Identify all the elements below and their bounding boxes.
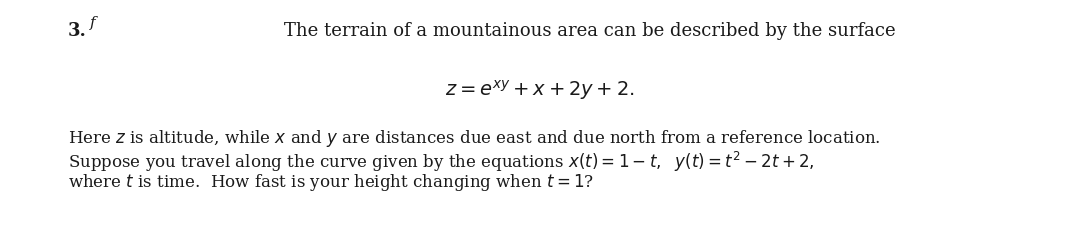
Text: The terrain of a mountainous area can be described by the surface: The terrain of a mountainous area can be…	[284, 22, 895, 40]
Text: 3.: 3.	[68, 22, 86, 40]
Text: Here $z$ is altitude, while $x$ and $y$ are distances due east and due north fro: Here $z$ is altitude, while $x$ and $y$ …	[68, 128, 880, 149]
Text: Suppose you travel along the curve given by the equations $x(t) = 1 - t,\ \ y(t): Suppose you travel along the curve given…	[68, 150, 814, 174]
Text: $z = e^{xy} + x + 2y + 2.$: $z = e^{xy} + x + 2y + 2.$	[445, 78, 635, 102]
Text: f: f	[90, 16, 96, 30]
Text: where $t$ is time.  How fast is your height changing when $t = 1$?: where $t$ is time. How fast is your heig…	[68, 172, 594, 193]
